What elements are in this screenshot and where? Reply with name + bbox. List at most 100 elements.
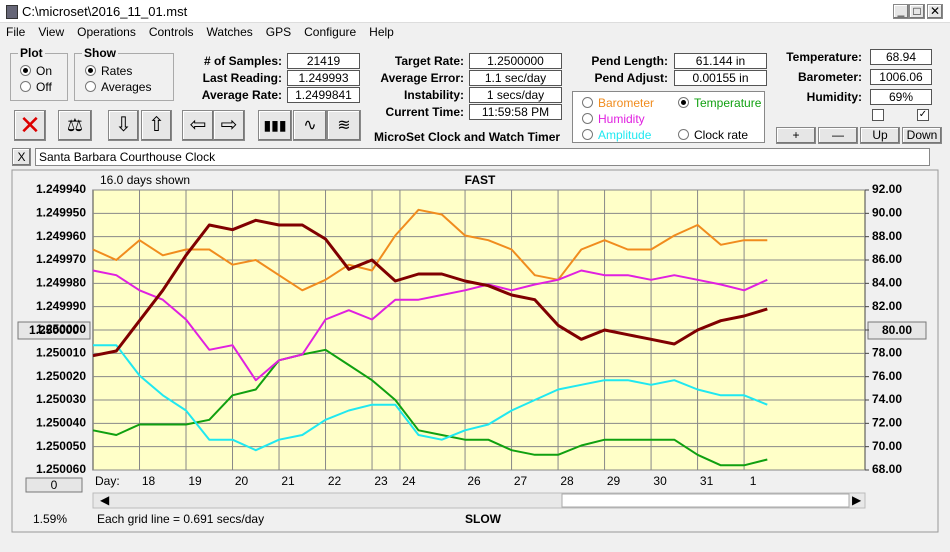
option-label: Temperature bbox=[694, 96, 762, 110]
waves-button[interactable]: ≋ bbox=[327, 110, 361, 141]
field-label: Target Rate: bbox=[394, 54, 464, 68]
series-line bbox=[93, 344, 768, 452]
offset-button[interactable] bbox=[25, 477, 83, 493]
series-line bbox=[92, 208, 768, 292]
y-tick-label: 1.249990 bbox=[36, 299, 86, 313]
y2-tick-label: 72.00 bbox=[872, 416, 902, 430]
display-option[interactable]: Barometer bbox=[582, 96, 654, 110]
right-button[interactable]: ⇨ bbox=[213, 110, 245, 141]
field-label: Pend Adjust: bbox=[594, 71, 668, 85]
x-tick-label: 26 bbox=[467, 474, 481, 488]
scale-button[interactable]: Up bbox=[860, 127, 900, 144]
menu-item[interactable]: GPS bbox=[265, 25, 292, 39]
radio[interactable] bbox=[678, 97, 689, 108]
field-value: 1.2499841 bbox=[287, 87, 360, 103]
checkbox[interactable] bbox=[872, 109, 884, 121]
title-bar bbox=[0, 0, 950, 23]
scale-button[interactable]: Down bbox=[902, 127, 942, 144]
y-tick-label: 1.250060 bbox=[36, 462, 86, 476]
display-option[interactable]: Temperature bbox=[678, 96, 761, 110]
display-option[interactable]: Amplitude bbox=[582, 128, 651, 142]
group-title: Show bbox=[82, 46, 118, 60]
down-button[interactable]: ⇩ bbox=[108, 110, 139, 141]
menu-item[interactable]: Watches bbox=[206, 25, 253, 39]
option-label: Barometer bbox=[598, 96, 655, 110]
y-tick-label: 1.250000 bbox=[36, 322, 86, 336]
option-label: Clock rate bbox=[694, 128, 749, 142]
scale-button[interactable]: + bbox=[776, 127, 816, 144]
display-option[interactable]: Clock rate bbox=[678, 128, 748, 142]
field-value: 61.144 in bbox=[674, 53, 767, 69]
menu-item[interactable]: Operations bbox=[77, 25, 136, 39]
field-label: Temperature: bbox=[786, 50, 862, 64]
y2-tick-label: 82.00 bbox=[872, 299, 902, 313]
clock-close-button[interactable]: X bbox=[12, 148, 31, 166]
center-button[interactable] bbox=[17, 321, 91, 340]
field-value: 1.1 sec/day bbox=[469, 70, 562, 86]
radio-option[interactable]: Rates bbox=[85, 64, 132, 78]
y2-tick-label: 88.00 bbox=[872, 229, 902, 243]
menu-item[interactable]: File bbox=[6, 25, 26, 39]
group-title: Plot bbox=[18, 46, 45, 60]
days-shown: 16.0 days shown bbox=[100, 173, 190, 187]
wave-button[interactable]: ∿ bbox=[293, 110, 327, 141]
y2-tick-label: 74.00 bbox=[872, 392, 902, 406]
x-tick-label: 1 bbox=[750, 474, 757, 488]
minimize-button[interactable]: _ bbox=[893, 4, 909, 19]
x-tick-label: 28 bbox=[560, 474, 574, 488]
radio[interactable] bbox=[678, 129, 689, 140]
field-value: 68.94 bbox=[870, 49, 932, 65]
clock-name-field[interactable]: Santa Barbara Courthouse Clock bbox=[35, 148, 930, 166]
y2-tick-label: 92.00 bbox=[872, 182, 902, 196]
field-label: # of Samples: bbox=[203, 54, 282, 68]
offset-button-label: 0 bbox=[51, 478, 58, 492]
menu-item[interactable]: View bbox=[38, 25, 65, 39]
field-value: 1.249993 bbox=[287, 70, 360, 86]
menu-item[interactable]: Help bbox=[369, 25, 394, 39]
left-button[interactable]: ⇦ bbox=[182, 110, 214, 141]
display-option[interactable]: Humidity bbox=[582, 112, 645, 126]
y-tick-label: 1.249960 bbox=[36, 229, 86, 243]
maximize-button[interactable]: □ bbox=[909, 4, 925, 19]
up-button[interactable]: ⇧ bbox=[141, 110, 172, 141]
radio-option[interactable]: On bbox=[20, 64, 52, 78]
window-title: C:\microset\2016_11_01.mst bbox=[22, 4, 188, 19]
scroll-thumb[interactable] bbox=[561, 493, 850, 508]
field-label: Current Time: bbox=[385, 105, 464, 119]
radio[interactable] bbox=[582, 113, 593, 124]
y-tick-label: 1.250010 bbox=[36, 346, 86, 360]
scale-button[interactable]: — bbox=[818, 127, 858, 144]
scroll-right[interactable]: ▶ bbox=[852, 493, 862, 507]
scroll-left[interactable]: ◀ bbox=[100, 493, 110, 507]
option-label: On bbox=[36, 64, 53, 78]
fast-label: FAST bbox=[465, 173, 496, 187]
option-label: Humidity bbox=[598, 112, 645, 126]
y-tick-label: 1.249940 bbox=[36, 182, 86, 196]
radio-option[interactable]: Off bbox=[20, 80, 52, 94]
stop-button[interactable]: ✕ bbox=[14, 110, 46, 141]
x-tick-label: 18 bbox=[142, 474, 156, 488]
option-label: Off bbox=[36, 80, 52, 94]
radio[interactable] bbox=[582, 97, 593, 108]
field-label: Humidity: bbox=[806, 90, 862, 104]
center-button-label: 80.00 bbox=[882, 323, 912, 337]
y2-tick-label: 70.00 bbox=[872, 439, 902, 453]
field-label: Pend Length: bbox=[591, 54, 668, 68]
checkbox[interactable]: ✓ bbox=[917, 109, 929, 121]
y-tick-label: 1.250020 bbox=[36, 369, 86, 383]
y-tick-label: 1.250040 bbox=[36, 416, 86, 430]
bars-button[interactable]: ▮▮▮ bbox=[258, 110, 292, 141]
x-tick-label: 19 bbox=[188, 474, 202, 488]
y2-tick-label: 78.00 bbox=[872, 346, 902, 360]
close-button[interactable]: ✕ bbox=[927, 4, 943, 19]
series-line bbox=[92, 348, 768, 467]
radio[interactable] bbox=[582, 129, 593, 140]
balance-button[interactable]: ⚖ bbox=[58, 110, 92, 141]
field-value: 21419 bbox=[287, 53, 360, 69]
menu-item[interactable]: Controls bbox=[148, 25, 194, 39]
y-tick-label: 1.249980 bbox=[36, 276, 86, 290]
option-label: Averages bbox=[101, 80, 152, 94]
menu-item[interactable]: Configure bbox=[304, 25, 357, 39]
radio-option[interactable]: Averages bbox=[85, 80, 151, 94]
